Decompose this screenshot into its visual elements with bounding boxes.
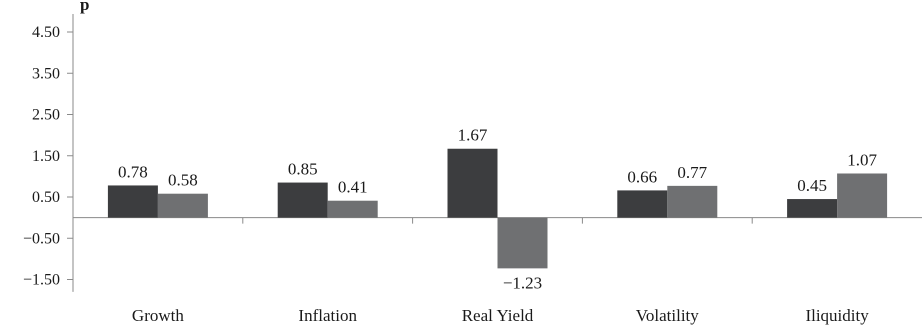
bar	[447, 148, 498, 218]
y-tick-label: 4.50	[32, 24, 60, 41]
bar-value-label: 0.77	[677, 163, 707, 182]
bar-value-label: 0.78	[118, 162, 148, 181]
data-labels: 0.78 0.58 0.85 0.41 1.67 −1.23 0.66 0.77 0.45 1.0…	[118, 126, 877, 293]
x-category-label: Iliquidity	[805, 306, 869, 325]
bar	[157, 193, 208, 218]
bar-value-label: 1.67	[458, 126, 488, 145]
bar	[107, 185, 158, 218]
bar-value-label: 0.66	[627, 167, 657, 186]
y-tick-label: −0.50	[23, 230, 60, 247]
bar	[667, 185, 718, 218]
bar	[277, 182, 328, 218]
y-axis: 4.50 3.50 2.50 1.50 0.50 −0.50 −1.50	[23, 14, 74, 292]
x-category-label: Volatility	[636, 306, 699, 325]
bar-value-label: 1.07	[847, 150, 877, 169]
bar	[787, 199, 838, 218]
x-category-label: Growth	[132, 306, 184, 325]
y-tick-label: −1.50	[23, 272, 60, 289]
bar-value-label: 0.58	[168, 171, 198, 190]
y-tick-label: 1.50	[32, 148, 60, 165]
bar	[837, 173, 888, 218]
y-tick-label: 0.50	[32, 189, 60, 206]
bar-value-label: −1.23	[503, 273, 542, 292]
y-tick-label: 2.50	[32, 107, 60, 124]
x-category-label: Real Yield	[462, 306, 534, 325]
bar	[497, 217, 548, 269]
bar-value-label: 0.85	[288, 160, 318, 179]
y-axis-title: p	[80, 0, 89, 14]
y-tick-label: 3.50	[32, 65, 60, 82]
bar	[617, 190, 668, 218]
bar	[327, 200, 378, 218]
bar-value-label: 0.45	[797, 176, 827, 195]
bar-value-label: 0.41	[338, 178, 368, 197]
bars	[107, 148, 888, 269]
x-category-label: Inflation	[298, 306, 357, 325]
